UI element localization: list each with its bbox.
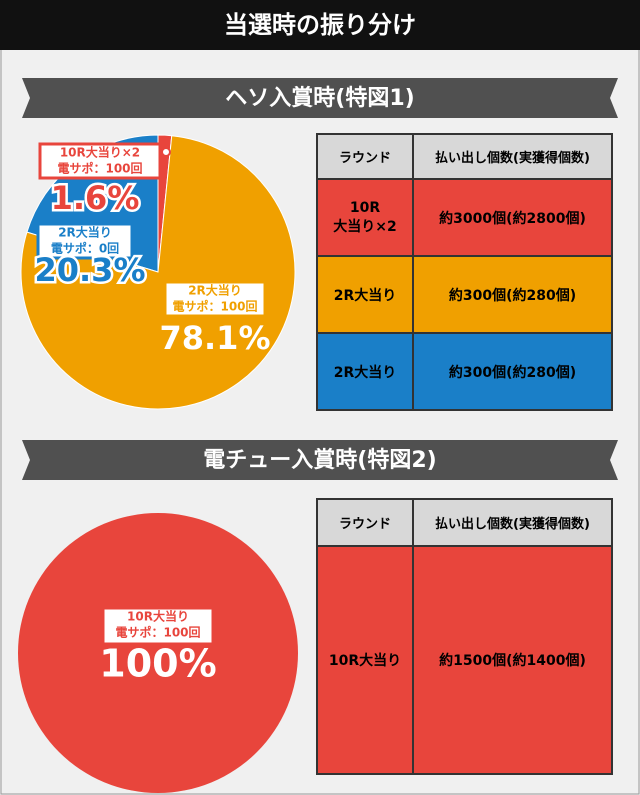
section-title: ヘソ入賞時(特図1) <box>225 85 414 111</box>
payout-table: ラウンド 払い出し個数(実獲得個数) 10R 大当り×2 約3000個(約2800個)… <box>316 133 613 411</box>
label-box <box>38 142 162 180</box>
table-cell: 10R大当り <box>316 545 414 775</box>
pointer-dot <box>161 147 171 157</box>
header-row: ラウンド 払い出し個数(実獲得個数) <box>316 498 613 547</box>
pie-slice <box>20 135 296 410</box>
table-cell: 10R 大当り×2 <box>316 178 414 257</box>
title-bar <box>0 0 640 50</box>
section-banner <box>22 440 618 480</box>
slice-label: 2R大当り <box>58 225 112 240</box>
header-cell: 払い出し個数(実獲得個数) <box>412 133 613 180</box>
label-box <box>101 606 215 646</box>
label-box <box>163 280 267 318</box>
label-box <box>36 222 134 260</box>
table-cell: 約3000個(約2800個) <box>412 178 613 257</box>
slice-label: 電サポ：0回 <box>51 241 119 256</box>
value-label: 1.6% <box>51 179 140 217</box>
slice-label: 電サポ：100回 <box>115 625 200 640</box>
value-label: 20.3% <box>34 251 145 289</box>
header-cell: ラウンド <box>316 498 414 547</box>
table-cell: 約300個(約280個) <box>412 255 613 334</box>
slice-label: 電サポ：100回 <box>172 299 257 314</box>
header-cell: 払い出し個数(実獲得個数) <box>412 498 613 547</box>
header-cell: ラウンド <box>316 133 414 180</box>
table-row: 10R 大当り×2 約3000個(約2800個) <box>316 178 613 257</box>
value-label: 100% <box>99 642 216 686</box>
slice-label: 2R大当り <box>188 283 242 298</box>
slice-label: 10R大当り×2 <box>60 145 140 160</box>
table-row: 10R大当り 約1500個(約1400個) <box>316 545 613 775</box>
table-cell: 約1500個(約1400個) <box>412 545 613 775</box>
table-cell: 2R大当り <box>316 255 414 334</box>
slice-label: 電サポ：100回 <box>57 161 142 176</box>
slice-label: 10R大当り <box>127 609 189 624</box>
section-banner <box>22 78 618 118</box>
page-title: 当選時の振り分け <box>224 11 416 39</box>
table-cell: 2R大当り <box>316 332 414 411</box>
value-label: 78.1% <box>159 319 270 357</box>
header-row: ラウンド 払い出し個数(実獲得個数) <box>316 133 613 180</box>
table-row: 2R大当り 約300個(約280個) <box>316 332 613 411</box>
pie-slice <box>18 513 298 793</box>
table-row: 2R大当り 約300個(約280個) <box>316 255 613 334</box>
section-title: 電チュー入賞時(特図2) <box>203 447 436 473</box>
payout-table: ラウンド 払い出し個数(実獲得個数) 10R大当り 約1500個(約1400個) <box>316 498 613 775</box>
table-cell: 約300個(約280個) <box>412 332 613 411</box>
